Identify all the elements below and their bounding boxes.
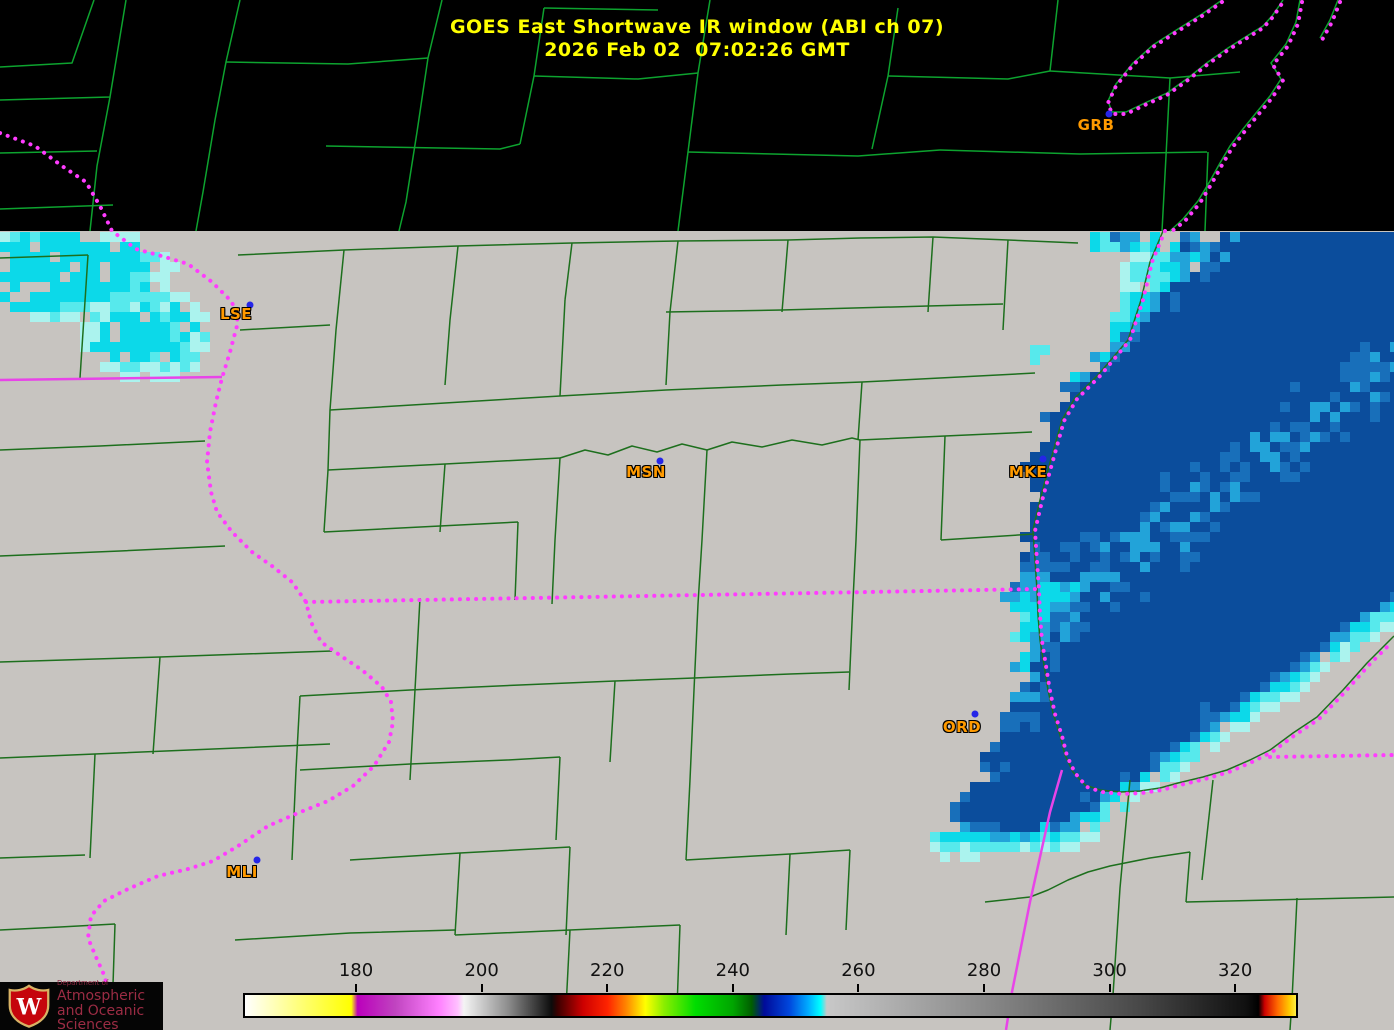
logo-dept-line: Department of xyxy=(57,979,109,987)
station-label-msn: MSN xyxy=(626,463,666,481)
station-label-grb: GRB xyxy=(1077,116,1115,134)
colorbar-tick xyxy=(355,984,358,992)
colorbar-tick-label: 260 xyxy=(841,960,876,981)
logo-line2: and Oceanic Sciences xyxy=(57,1003,145,1030)
colorbar-tick-label: 320 xyxy=(1218,960,1253,981)
station-label-lse: LSE xyxy=(219,305,253,323)
uw-monogram: W xyxy=(16,994,42,1020)
colorbar-tick-label: 180 xyxy=(338,960,374,981)
station-dot-grb xyxy=(1105,110,1113,118)
colorbar-tick xyxy=(731,984,734,992)
logo-line1: Atmospheric xyxy=(57,988,146,1004)
colorbar-tick xyxy=(480,984,483,992)
uw-crest-icon: W xyxy=(8,984,50,1028)
colorbar-tick xyxy=(983,984,985,992)
station-dot-mli xyxy=(253,856,261,864)
state-border-solid-west xyxy=(0,375,223,382)
colorbar-tick xyxy=(606,984,609,992)
colorbar-tick xyxy=(857,984,860,992)
colorbar-tick-label: 280 xyxy=(966,960,1002,981)
colorbar-tick-label: 240 xyxy=(715,960,750,981)
colorbar-tick xyxy=(1108,984,1111,992)
county-lines-south xyxy=(0,230,1394,1030)
uw-aos-logo: W Department of Atmospheric and Oceanic … xyxy=(0,979,163,1030)
station-label-mke: MKE xyxy=(1008,463,1048,481)
station-label-mli: MLI xyxy=(226,863,258,881)
colorbar-tick-label: 200 xyxy=(464,960,499,981)
colorbar-tick xyxy=(1234,984,1237,992)
cloud-field xyxy=(0,232,1394,862)
colorbar-tick-label: 220 xyxy=(590,960,625,981)
station-label-ord: ORD xyxy=(942,718,982,736)
county-lines-north xyxy=(0,0,1339,232)
station-dot-ord xyxy=(971,710,979,718)
station-dot-mke xyxy=(1039,455,1047,463)
station-dot-msn xyxy=(656,457,664,465)
colorbar xyxy=(243,993,1298,1018)
station-dot-lse xyxy=(246,301,254,309)
colorbar-tick-label: 300 xyxy=(1092,960,1127,981)
